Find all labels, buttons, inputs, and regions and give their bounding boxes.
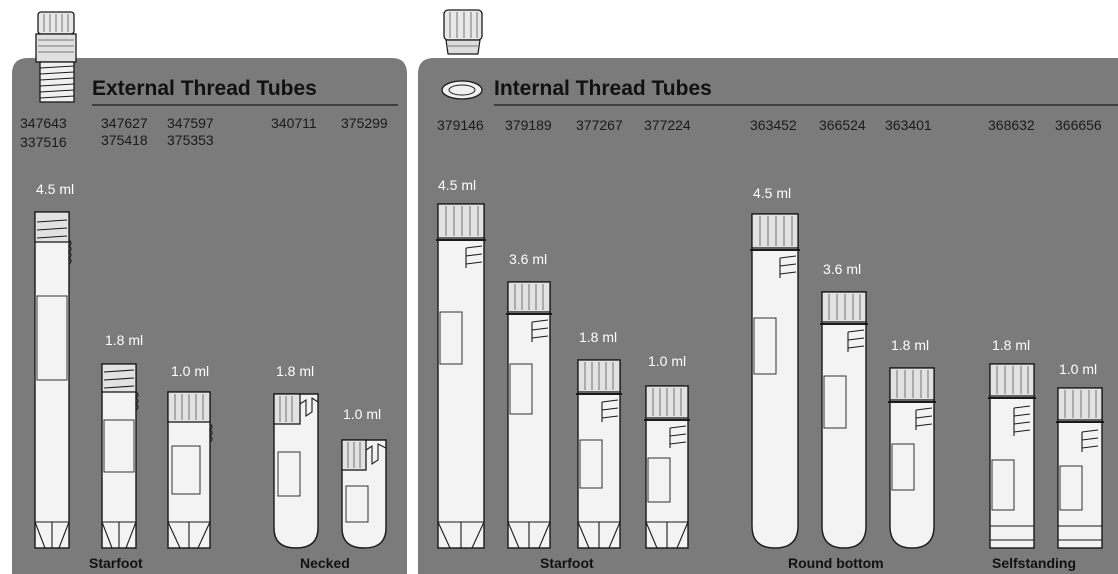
catalog-code: 363401 — [885, 117, 932, 133]
catalog-code: 366656 — [1055, 117, 1102, 133]
volume-label: 1.0 ml — [171, 363, 209, 379]
tube-1-0ml-internal-starfoot — [644, 385, 690, 549]
internal-thread-cap-icon — [441, 9, 483, 100]
catalog-code: 379146 — [437, 117, 484, 133]
tube-1-8ml-external-necked — [273, 393, 319, 549]
catalog-code: 347627 — [101, 115, 148, 131]
catalog-code: 347597 — [167, 115, 214, 131]
group-label: Starfoot — [540, 555, 594, 571]
volume-label: 1.8 ml — [105, 332, 143, 348]
tube-3-6ml-internal-round-bottom — [820, 291, 868, 549]
external-thread-panel: External Thread Tubes 347643 337516 3476… — [12, 11, 407, 574]
catalog-code: 363452 — [750, 117, 797, 133]
catalog-code: 340711 — [271, 115, 317, 131]
tube-4-5ml-internal-starfoot — [436, 203, 486, 549]
group-label: Selfstanding — [992, 555, 1076, 571]
catalog-code: 379189 — [505, 117, 552, 133]
catalog-code: 337516 — [20, 134, 67, 150]
volume-label: 1.8 ml — [891, 337, 929, 353]
catalog-code: 377267 — [576, 117, 623, 133]
volume-label: 1.8 ml — [276, 363, 314, 379]
volume-label: 1.0 ml — [343, 406, 381, 422]
catalog-code: 366524 — [819, 117, 866, 133]
group-label: Round bottom — [788, 555, 884, 571]
tube-1-8ml-internal-starfoot — [576, 359, 622, 549]
catalog-code: 368632 — [988, 117, 1035, 133]
catalog-code: 377224 — [644, 117, 691, 133]
volume-label: 1.8 ml — [992, 337, 1030, 353]
volume-label: 4.5 ml — [753, 185, 791, 201]
volume-label: 3.6 ml — [823, 261, 861, 277]
external-panel-title: External Thread Tubes — [92, 77, 317, 100]
catalog-code: 375299 — [341, 115, 388, 131]
volume-label: 1.8 ml — [579, 329, 617, 345]
catalog-code: 347643 — [20, 115, 67, 131]
volume-label: 3.6 ml — [509, 251, 547, 267]
tube-1-8ml-external-starfoot — [101, 363, 139, 549]
volume-label: 1.0 ml — [1059, 361, 1097, 377]
external-thread-cap-icon — [35, 11, 77, 103]
tube-3-6ml-internal-starfoot — [506, 281, 552, 549]
tube-4-5ml-external-starfoot — [34, 211, 72, 549]
tube-4-5ml-internal-round-bottom — [750, 213, 800, 549]
internal-thread-panel: Internal Thread Tubes 379146 379189 3772… — [418, 9, 1118, 574]
tube-1-8ml-internal-selfstanding — [988, 363, 1036, 549]
catalog-code: 375418 — [101, 132, 148, 148]
internal-panel-title: Internal Thread Tubes — [494, 77, 712, 100]
volume-label: 1.0 ml — [648, 353, 686, 369]
tube-1-0ml-internal-selfstanding — [1056, 387, 1104, 549]
volume-label: 4.5 ml — [438, 177, 476, 193]
volume-label: 4.5 ml — [36, 181, 74, 197]
tube-1-0ml-external-starfoot — [167, 391, 213, 549]
group-label: Starfoot — [89, 555, 143, 571]
tube-1-8ml-internal-round-bottom — [888, 367, 936, 549]
catalog-code: 375353 — [167, 132, 214, 148]
group-label: Necked — [300, 555, 350, 571]
tube-1-0ml-external-necked — [341, 439, 387, 549]
